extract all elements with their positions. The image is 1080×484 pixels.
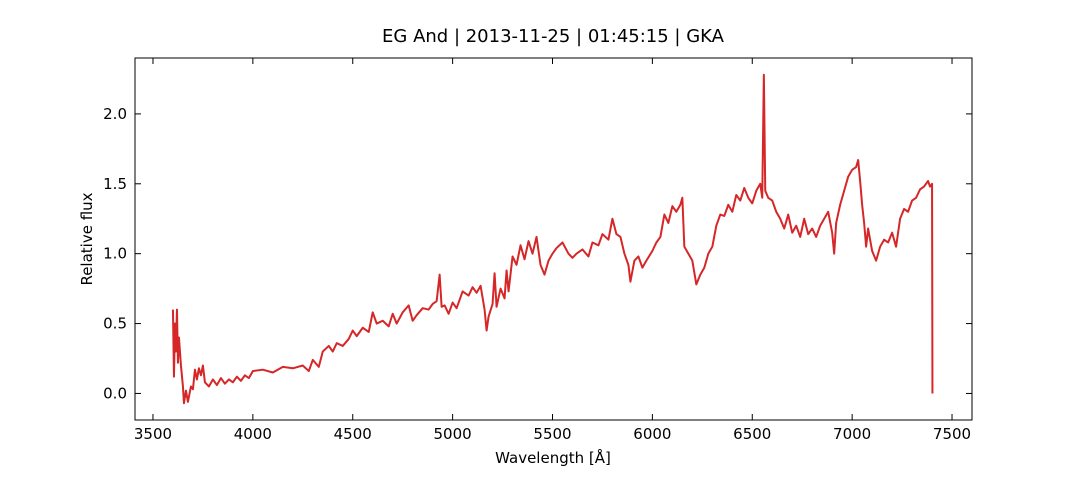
spectrum-line: [171, 73, 934, 405]
y-tick-label: 2.0: [103, 105, 127, 123]
x-tick-label: 4500: [334, 425, 372, 443]
x-tick-label: 4000: [234, 425, 272, 443]
axes-frame: [134, 57, 973, 421]
chart-title: EG And | 2013-11-25 | 01:45:15 | GKA: [382, 26, 725, 47]
y-tick-label: 0.5: [103, 315, 127, 333]
y-tick-label: 0.0: [103, 384, 127, 402]
x-axis-label: Wavelength [Å]: [495, 448, 611, 467]
x-tick-label: 3500: [134, 425, 172, 443]
x-tick-label: 6500: [733, 425, 771, 443]
x-tick-label: 5500: [533, 425, 571, 443]
x-tick-label: 5000: [434, 425, 472, 443]
y-tick-label: 1.0: [103, 245, 127, 263]
plot-area: [171, 73, 934, 405]
x-tick-label: 7500: [933, 425, 971, 443]
x-tick-label: 7000: [833, 425, 871, 443]
y-axis-label: Relative flux: [78, 192, 96, 285]
y-tick-label: 1.5: [103, 175, 127, 193]
x-tick-label: 6000: [633, 425, 671, 443]
